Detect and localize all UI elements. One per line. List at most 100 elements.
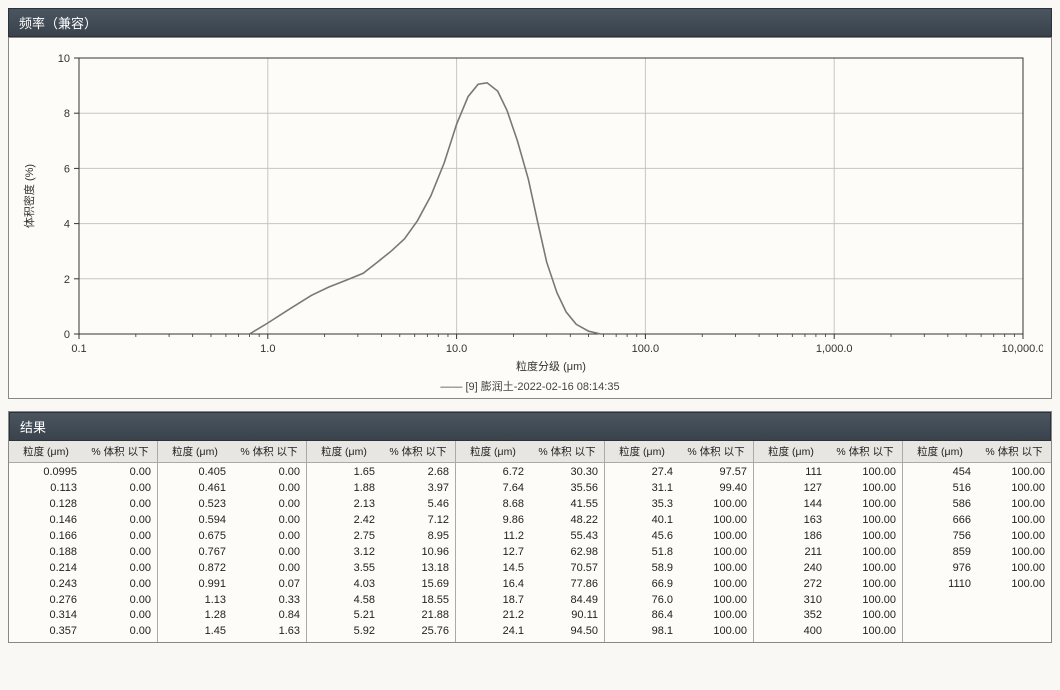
table-row: 3.1210.96 <box>307 545 455 561</box>
table-row: 1110100.00 <box>903 577 1051 593</box>
column-group-rows: 0.4050.000.4610.000.5230.000.5940.000.67… <box>158 463 306 642</box>
cell-size: 51.8 <box>605 545 679 561</box>
col-header-size: 粒度 (μm) <box>158 441 232 462</box>
table-row: 0.5230.00 <box>158 497 306 513</box>
cell-size: 27.4 <box>605 465 679 481</box>
cell-size: 35.3 <box>605 497 679 513</box>
cell-size: 2.42 <box>307 513 381 529</box>
table-row: 111100.00 <box>754 465 902 481</box>
cell-size: 310 <box>754 593 828 609</box>
table-row: 0.8720.00 <box>158 561 306 577</box>
cell-size: 4.03 <box>307 577 381 593</box>
table-row: 1.130.33 <box>158 593 306 609</box>
cell-size: 0.243 <box>9 577 83 593</box>
cell-size: 352 <box>754 608 828 624</box>
cell-size: 2.75 <box>307 529 381 545</box>
table-row: 0.1130.00 <box>9 481 157 497</box>
cell-size: 76.0 <box>605 593 679 609</box>
table-row: 45.6100.00 <box>605 529 753 545</box>
cell-size: 666 <box>903 513 977 529</box>
table-row: 976100.00 <box>903 561 1051 577</box>
table-row: 58.9100.00 <box>605 561 753 577</box>
cell-pct: 1.63 <box>232 624 306 640</box>
cell-size: 4.58 <box>307 593 381 609</box>
cell-size: 859 <box>903 545 977 561</box>
svg-text:10.0: 10.0 <box>446 343 467 355</box>
cell-size: 66.9 <box>605 577 679 593</box>
cell-pct: 25.76 <box>381 624 455 640</box>
col-header-size: 粒度 (μm) <box>754 441 828 462</box>
col-header-size: 粒度 (μm) <box>456 441 530 462</box>
cell-pct: 0.07 <box>232 577 306 593</box>
cell-size: 98.1 <box>605 624 679 640</box>
col-header-pct: % 体积 以下 <box>83 441 157 462</box>
table-row: 0.2760.00 <box>9 593 157 609</box>
cell-pct: 0.33 <box>232 593 306 609</box>
cell-size: 6.72 <box>456 465 530 481</box>
table-column-group: 粒度 (μm)% 体积 以下27.497.5731.199.4035.3100.… <box>605 441 754 642</box>
cell-pct: 100.00 <box>977 577 1051 593</box>
cell-size: 400 <box>754 624 828 640</box>
table-row: 14.570.57 <box>456 561 604 577</box>
table-row: 24.194.50 <box>456 624 604 640</box>
cell-pct: 100.00 <box>679 577 753 593</box>
cell-pct: 35.56 <box>530 481 604 497</box>
cell-size: 16.4 <box>456 577 530 593</box>
table-column-group: 粒度 (μm)% 体积 以下1.652.681.883.972.135.462.… <box>307 441 456 642</box>
frequency-chart: 02468100.11.010.0100.01,000.010,000.0粒度分… <box>17 46 1043 376</box>
cell-size: 0.113 <box>9 481 83 497</box>
table-row: 1.451.63 <box>158 624 306 640</box>
chart-container: 02468100.11.010.0100.01,000.010,000.0粒度分… <box>8 37 1052 399</box>
cell-pct: 0.00 <box>83 561 157 577</box>
cell-pct: 100.00 <box>977 481 1051 497</box>
cell-pct: 100.00 <box>977 513 1051 529</box>
table-row: 272100.00 <box>754 577 902 593</box>
cell-size: 0.523 <box>158 497 232 513</box>
cell-size: 0.276 <box>9 593 83 609</box>
svg-text:1,000.0: 1,000.0 <box>816 343 853 355</box>
cell-size: 9.86 <box>456 513 530 529</box>
cell-size: 186 <box>754 529 828 545</box>
cell-pct: 100.00 <box>679 529 753 545</box>
table-row: 0.4610.00 <box>158 481 306 497</box>
table-row: 4.0315.69 <box>307 577 455 593</box>
cell-size: 756 <box>903 529 977 545</box>
cell-pct: 100.00 <box>679 561 753 577</box>
cell-pct: 100.00 <box>679 608 753 624</box>
table-row: 27.497.57 <box>605 465 753 481</box>
cell-size: 454 <box>903 465 977 481</box>
cell-pct: 0.00 <box>83 608 157 624</box>
table-row: 0.1460.00 <box>9 513 157 529</box>
cell-size: 5.21 <box>307 608 381 624</box>
cell-size: 976 <box>903 561 977 577</box>
table-row: 454100.00 <box>903 465 1051 481</box>
cell-size: 0.146 <box>9 513 83 529</box>
col-header-size: 粒度 (μm) <box>903 441 977 462</box>
cell-pct: 100.00 <box>828 529 902 545</box>
column-group-rows: 454100.00516100.00586100.00666100.007561… <box>903 463 1051 595</box>
cell-pct: 100.00 <box>679 593 753 609</box>
table-row: 0.7670.00 <box>158 545 306 561</box>
table-row: 40.1100.00 <box>605 513 753 529</box>
cell-pct: 0.84 <box>232 608 306 624</box>
cell-size: 0.767 <box>158 545 232 561</box>
cell-pct: 100.00 <box>977 465 1051 481</box>
cell-pct: 0.00 <box>232 561 306 577</box>
svg-text:2: 2 <box>64 274 70 286</box>
cell-pct: 100.00 <box>828 593 902 609</box>
cell-pct: 0.00 <box>83 577 157 593</box>
cell-size: 11.2 <box>456 529 530 545</box>
svg-text:体积密度 (%): 体积密度 (%) <box>22 164 36 228</box>
table-row: 666100.00 <box>903 513 1051 529</box>
cell-pct: 100.00 <box>828 608 902 624</box>
cell-size: 1.28 <box>158 608 232 624</box>
table-row: 1.883.97 <box>307 481 455 497</box>
table-row: 3.5513.18 <box>307 561 455 577</box>
table-row: 400100.00 <box>754 624 902 640</box>
results-title: 结果 <box>20 420 46 435</box>
table-row: 211100.00 <box>754 545 902 561</box>
cell-size: 0.188 <box>9 545 83 561</box>
cell-pct: 100.00 <box>977 529 1051 545</box>
cell-pct: 100.00 <box>828 465 902 481</box>
cell-pct: 100.00 <box>679 624 753 640</box>
